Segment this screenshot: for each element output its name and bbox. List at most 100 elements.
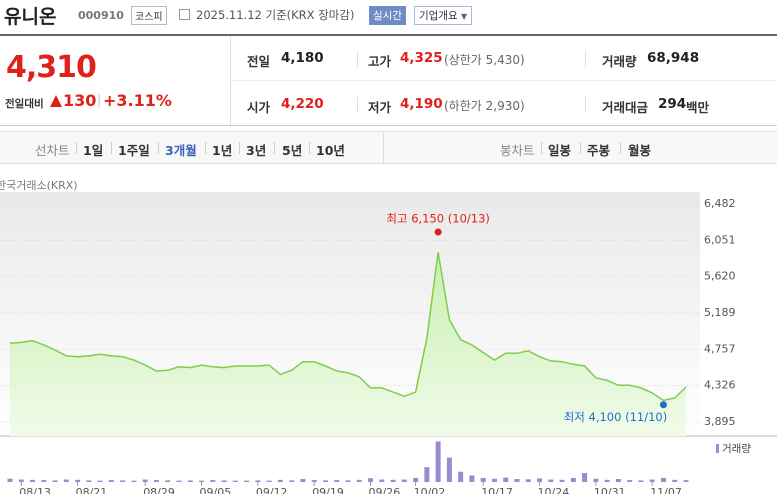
volume-bar: [401, 479, 407, 482]
summary-value: 68,948: [647, 50, 700, 66]
x-tick-label: 08/13: [19, 486, 51, 494]
volume-bar: [649, 479, 655, 482]
volume-bar: [120, 480, 126, 482]
summary-value: 4,220: [281, 96, 324, 112]
separator: [274, 142, 275, 154]
tab-group-label: 선차트: [35, 143, 70, 158]
volume-bar: [570, 477, 576, 482]
volume-bar: [255, 480, 261, 482]
divider: [357, 51, 358, 67]
volume-bar: [7, 478, 13, 482]
change-amount: 130: [63, 91, 97, 110]
dropdown-arrow: ▼: [460, 12, 468, 21]
volume-bar: [559, 479, 565, 482]
volume-bar: [424, 467, 430, 482]
volume-bar: [232, 480, 238, 482]
company-label: 기업개요: [419, 10, 458, 22]
volume-bar: [638, 480, 644, 482]
volume-bar: [458, 471, 464, 482]
period-tab[interactable]: 1년: [212, 143, 233, 158]
volume-bar: [187, 480, 193, 482]
volume-bar: [683, 480, 689, 482]
separator: [580, 142, 581, 154]
period-tab[interactable]: 3년: [246, 143, 267, 158]
volume-bar: [30, 479, 36, 482]
separator: [541, 142, 542, 154]
annotation-label: 최저 4,100 (11/10): [564, 410, 668, 424]
summary-value: 4,190: [400, 96, 443, 112]
volume-bar: [289, 480, 295, 482]
period-tab[interactable]: 5년: [282, 143, 303, 158]
realtime-button[interactable]: 실시간: [369, 6, 406, 25]
volume-bar: [221, 480, 227, 482]
current-price: 4,310: [6, 50, 97, 85]
up-arrow: [50, 95, 62, 107]
separator: [158, 142, 159, 154]
volume-bar: [176, 480, 182, 482]
candle-tab[interactable]: 주봉: [587, 143, 611, 158]
annotation-marker: [659, 401, 667, 409]
volume-bar: [435, 441, 441, 482]
separator: [620, 142, 621, 154]
period-tab[interactable]: 3개월: [165, 143, 197, 158]
summary-label: 거래량: [602, 54, 637, 69]
divider: [585, 51, 586, 67]
volume-bar: [75, 479, 81, 482]
volume-bar: [18, 479, 24, 482]
divider: [357, 97, 358, 113]
candle-tab[interactable]: 월봉: [628, 143, 652, 158]
x-tick-label: 10/31: [594, 486, 626, 494]
summary-unit: 백만: [686, 100, 710, 115]
company-dropdown[interactable]: 기업개요 ▼: [414, 6, 473, 25]
volume-bar: [311, 480, 317, 482]
volume-bar: [86, 480, 92, 482]
summary-value: 4,180: [281, 50, 324, 66]
volume-bar: [153, 480, 159, 482]
x-tick-label: 09/05: [200, 486, 232, 494]
x-tick-label: 09/26: [369, 486, 401, 494]
volume-bar: [334, 480, 340, 482]
summary-label: 시가: [247, 100, 271, 115]
divider: [0, 34, 777, 36]
volume-bar: [63, 479, 69, 482]
divider: [231, 80, 777, 81]
volume-bar: [266, 480, 272, 482]
y-tick-label: 5,620: [704, 270, 736, 283]
separator: |: [97, 93, 102, 108]
volume-bar: [525, 479, 531, 482]
period-tab[interactable]: 10년: [316, 143, 345, 158]
summary-label: 저가: [368, 100, 392, 115]
period-tabs: 선차트 1일 1주일 3개월 1년 3년 5년 10년 봉차트 일봉 주봉 월봉: [0, 131, 777, 164]
volume-bar: [548, 479, 554, 482]
market-badge: 코스피: [131, 6, 167, 25]
legend-label: 거래량: [722, 443, 751, 455]
period-tab[interactable]: 1주일: [118, 143, 150, 158]
volume-bar: [165, 480, 171, 482]
candle-tab[interactable]: 일봉: [548, 143, 572, 158]
x-tick-label: 11/07: [650, 486, 682, 494]
separator: [76, 142, 77, 154]
volume-bar: [480, 477, 486, 482]
chart-source: 한국거래소(KRX): [0, 179, 78, 192]
divider: [0, 125, 777, 126]
volume-bar: [131, 480, 137, 482]
volume-bar: [368, 478, 374, 482]
as-of-date: 2025.11.12 기준(KRX 장마감): [196, 8, 355, 22]
volume-bar: [52, 480, 58, 482]
separator: [205, 142, 206, 154]
volume-bar: [503, 477, 509, 482]
volume-bar: [491, 478, 497, 482]
price-area: [10, 252, 686, 436]
period-tab[interactable]: 1일: [83, 143, 104, 158]
volume-bar: [615, 479, 621, 482]
separator: [239, 142, 240, 154]
summary-label: 고가: [368, 54, 392, 69]
stock-code: 000910: [78, 9, 124, 22]
volume-bar: [277, 479, 283, 482]
volume-bar: [514, 479, 520, 482]
x-tick-label: 10/17: [481, 486, 513, 494]
volume-bar: [593, 478, 599, 482]
